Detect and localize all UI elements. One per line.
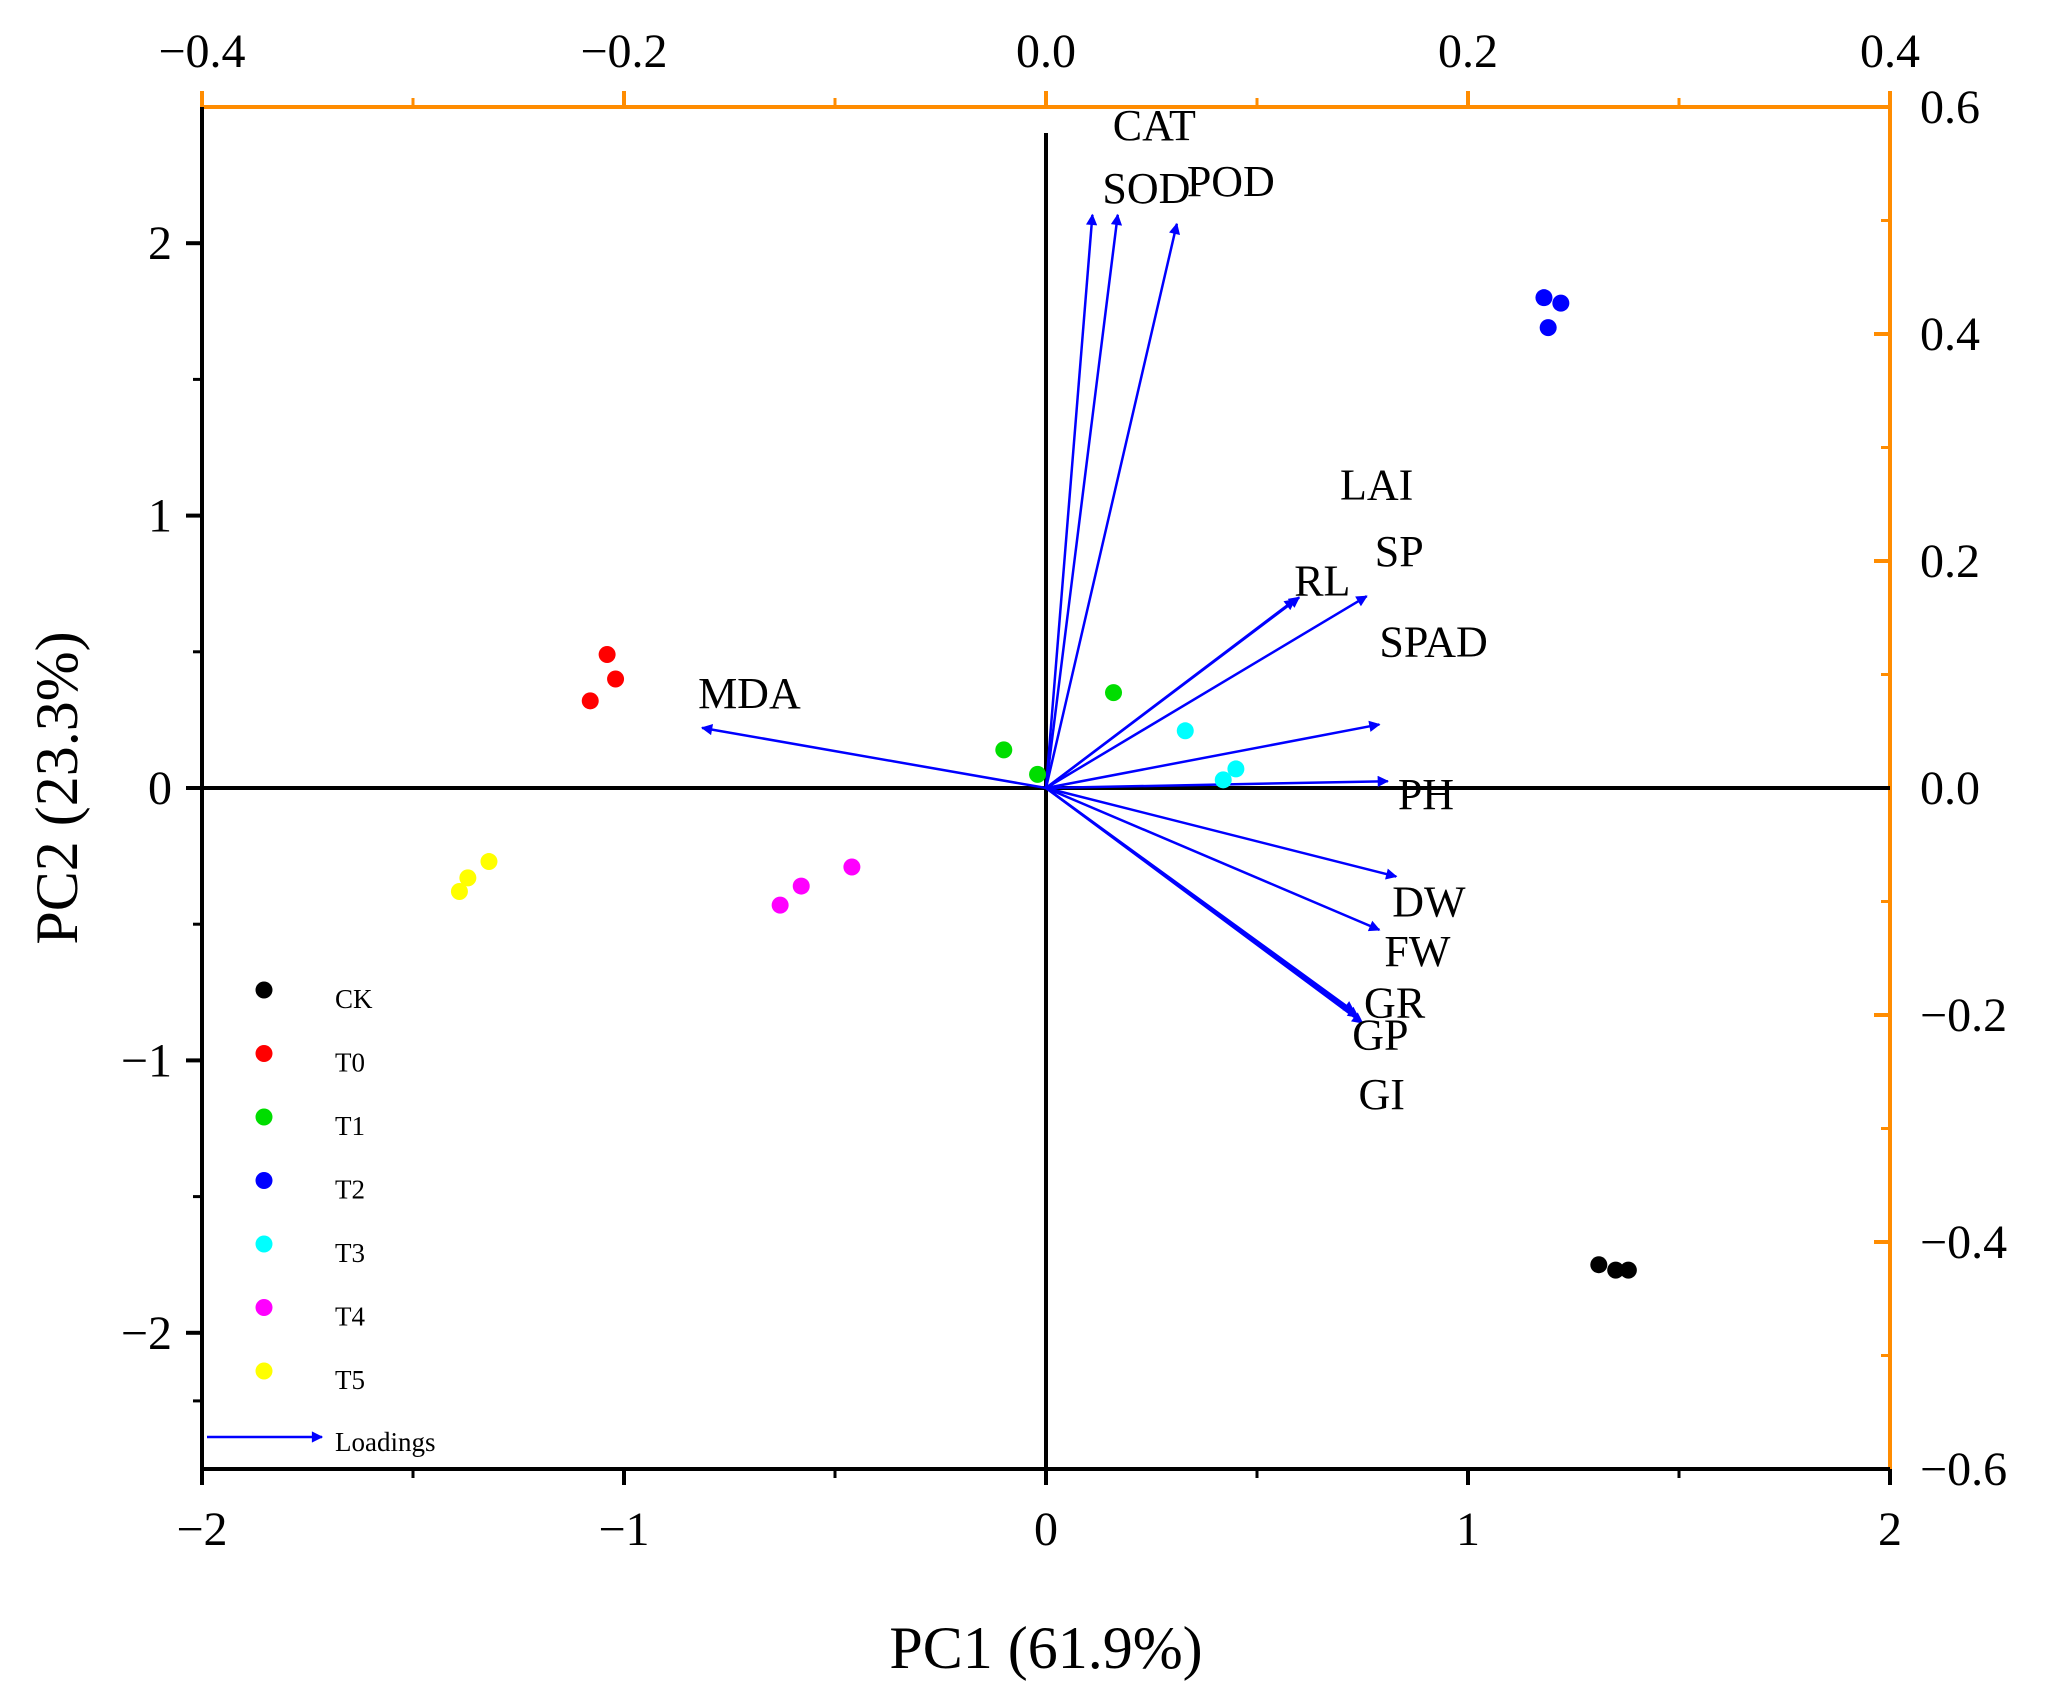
loading-label-ph: PH <box>1398 770 1454 819</box>
legend-marker-t5 <box>255 1362 273 1380</box>
legend-label-t2: T2 <box>335 1175 365 1205</box>
bottom-axis-ticks: −2 −1 0 1 2 <box>176 1469 1902 1556</box>
point-ck <box>1590 1256 1608 1274</box>
point-t0 <box>581 692 599 710</box>
point-ck <box>1607 1261 1625 1279</box>
loading-label-gp: GP <box>1352 1010 1408 1059</box>
y-tick-label: 0 <box>148 762 172 815</box>
loading-arrow-rl <box>1045 596 1301 789</box>
legend-marker-t2 <box>255 1172 273 1189</box>
point-t5 <box>459 869 477 887</box>
loading-arrow-sp <box>1045 595 1368 790</box>
point-t0 <box>607 670 625 688</box>
point-t4 <box>843 858 861 876</box>
legend-marker-t1 <box>255 1108 273 1126</box>
loading-label-spad: SPAD <box>1379 617 1487 666</box>
right-tick-label: 0.2 <box>1920 535 1980 588</box>
legend-marker-t4 <box>255 1299 273 1316</box>
loading-arrow-mda <box>700 724 1047 790</box>
loading-arrow-pod <box>1044 222 1181 789</box>
y-tick-label: 1 <box>148 490 172 543</box>
right-tick-label: −0.6 <box>1920 1443 2007 1496</box>
point-t1 <box>1105 684 1123 702</box>
y-tick-label: 2 <box>148 217 172 270</box>
legend-label-t1: T1 <box>335 1111 365 1141</box>
x-tick-label: −1 <box>598 1503 649 1556</box>
x-tick-label: −2 <box>176 1503 227 1556</box>
y-tick-label: −2 <box>121 1307 172 1360</box>
right-axis-ticks: −0.6 −0.4 −0.2 0.0 0.2 0.4 0.6 <box>1874 81 2007 1496</box>
loading-label-fw: FW <box>1384 927 1450 976</box>
top-tick-label: −0.2 <box>580 25 667 78</box>
x-tick-label: 0 <box>1034 1503 1058 1556</box>
point-t2 <box>1539 319 1557 337</box>
right-tick-label: 0.6 <box>1920 81 1980 134</box>
loading-label-sp: SP <box>1375 527 1424 576</box>
right-tick-label: 0.0 <box>1920 762 1980 815</box>
legend-label-t4: T4 <box>335 1302 365 1332</box>
legend-marker-ck <box>255 981 273 999</box>
y-axis-title: PC2 (23.3%) <box>24 631 90 944</box>
loadings-vectors <box>700 213 1398 1024</box>
legend: CK T0 T1 T2 T3 T4 T5 Loadings <box>207 981 436 1457</box>
point-t5 <box>450 883 468 901</box>
right-tick-label: −0.4 <box>1920 1216 2007 1269</box>
point-t1 <box>1029 765 1047 783</box>
top-tick-label: 0.0 <box>1016 25 1076 78</box>
point-t1 <box>995 741 1013 759</box>
point-t4 <box>792 877 810 895</box>
top-tick-label: 0.2 <box>1438 25 1498 78</box>
point-t3 <box>1214 771 1232 789</box>
top-axis-ticks: −0.4 −0.2 0.0 0.2 0.4 <box>158 25 1920 107</box>
point-t4 <box>771 896 789 914</box>
legend-label-t0: T0 <box>335 1048 365 1078</box>
right-tick-label: −0.2 <box>1920 989 2007 1042</box>
point-ck <box>1619 1261 1637 1279</box>
loading-arrow-fw <box>1045 786 1381 932</box>
x-tick-label: 1 <box>1456 1503 1480 1556</box>
loading-label-cat: CAT <box>1113 101 1196 150</box>
point-t2 <box>1535 289 1553 307</box>
x-axis-title: PC1 (61.9%) <box>889 1615 1202 1681</box>
loading-label-dw: DW <box>1392 878 1466 927</box>
point-t2 <box>1552 294 1570 312</box>
legend-label-ck: CK <box>335 984 373 1014</box>
x-tick-label: 2 <box>1878 1503 1902 1556</box>
loading-arrow-dw <box>1045 786 1398 880</box>
loading-label-gr: GR <box>1364 979 1426 1028</box>
point-t3 <box>1227 760 1245 778</box>
point-t3 <box>1176 722 1194 740</box>
loading-label-lai: LAI <box>1340 461 1413 510</box>
point-t0 <box>598 646 616 664</box>
point-t5 <box>480 853 498 871</box>
loading-arrow-spad <box>1045 720 1381 790</box>
loading-label-mda: MDA <box>698 669 801 718</box>
loading-label-gi: GI <box>1359 1070 1405 1119</box>
left-axis-ticks: −2 −1 0 1 2 <box>121 217 202 1403</box>
top-tick-label: 0.4 <box>1860 25 1920 78</box>
legend-marker-t0 <box>255 1045 273 1062</box>
loading-label-pod: POD <box>1187 157 1275 206</box>
loading-arrow-gi <box>1045 786 1364 1024</box>
legend-label-t3: T3 <box>335 1238 365 1268</box>
y-tick-label: −1 <box>121 1034 172 1087</box>
loading-label-sod: SOD <box>1102 164 1190 213</box>
top-tick-label: −0.4 <box>158 25 245 78</box>
right-tick-label: 0.4 <box>1920 308 1980 361</box>
legend-marker-t3 <box>255 1235 273 1253</box>
loading-arrow-sod <box>1044 213 1098 789</box>
score-points <box>450 289 1637 1279</box>
legend-label-t5: T5 <box>335 1365 365 1395</box>
loading-label-rl: RL <box>1294 556 1350 605</box>
loading-arrow-cat <box>1044 213 1123 789</box>
legend-label-loadings: Loadings <box>335 1427 436 1457</box>
